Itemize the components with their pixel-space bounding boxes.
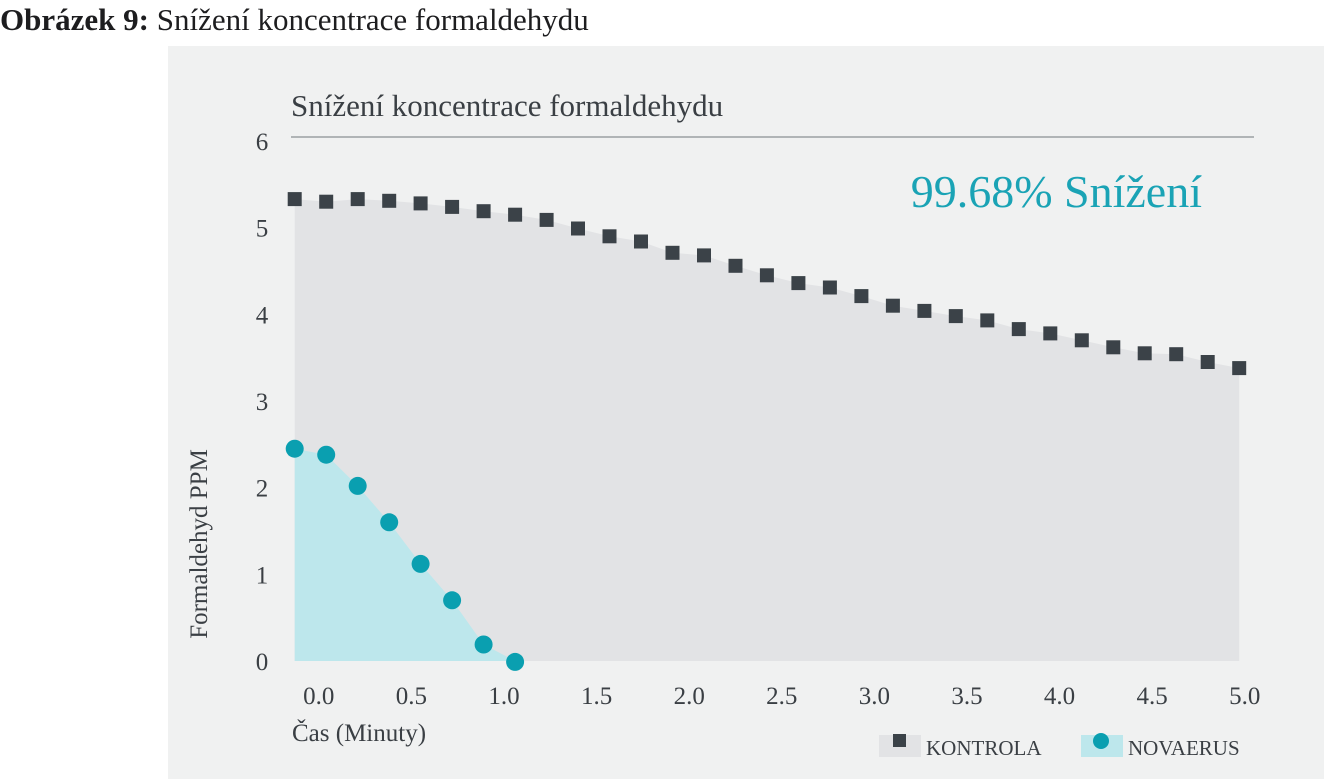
x-tick-label: 1.5 [581, 683, 612, 710]
y-tick-label: 6 [256, 129, 269, 156]
novaerus-point [474, 635, 493, 654]
kontrola-point [634, 234, 648, 249]
figure-caption-number: Obrázek 9: [0, 2, 149, 37]
kontrola-point [508, 207, 523, 222]
novaerus-points [285, 439, 525, 671]
novaerus-point [443, 591, 462, 610]
x-tick-label: 3.5 [951, 683, 982, 710]
kontrola-point [1011, 322, 1026, 337]
kontrola-point [319, 194, 334, 209]
kontrola-point [917, 303, 932, 318]
kontrola-points [287, 192, 1247, 376]
kontrola-point [697, 248, 711, 263]
x-tick-label: 0.5 [396, 683, 427, 710]
y-tick-label: 5 [256, 216, 269, 243]
x-tick-label: 2.0 [674, 683, 705, 710]
y-tick-label: 2 [256, 476, 269, 503]
kontrola-point [476, 204, 491, 219]
kontrola-point [602, 229, 617, 244]
kontrola-point [1232, 361, 1247, 376]
x-axis-label: Čas (Minuty) [292, 719, 426, 747]
kontrola-point [445, 199, 460, 214]
legend-kontrola-label: KONTROLA [926, 736, 1042, 760]
x-tick-label: 1.0 [488, 683, 519, 710]
novaerus-point [506, 652, 525, 671]
kontrola-point [885, 298, 900, 313]
x-axis-ticks: 0.0 0.5 1.0 1.5 2.0 2.5 3.0 3.5 4.0 4.5 5.0 [303, 683, 1260, 710]
novaerus-point [285, 439, 304, 458]
legend: KONTROLA NOVAERUS [879, 733, 1240, 760]
x-tick-label: 3.0 [859, 683, 890, 710]
y-tick-label: 4 [256, 302, 269, 329]
kontrola-point [1043, 326, 1058, 341]
y-tick-label: 3 [256, 389, 269, 416]
kontrola-point [791, 276, 806, 291]
novaerus-point [317, 445, 336, 464]
novaerus-point [411, 554, 430, 573]
kontrola-point [413, 196, 428, 211]
kontrola-point [980, 313, 995, 328]
x-tick-label: 0.0 [303, 683, 334, 710]
kontrola-point [539, 212, 554, 227]
kontrola-point [571, 221, 585, 236]
y-axis-ticks: 0 1 2 3 4 5 6 [256, 129, 269, 676]
kontrola-point [1200, 355, 1215, 369]
x-tick-label: 4.5 [1136, 683, 1167, 710]
kontrola-point [1137, 346, 1152, 361]
kontrola-point [1106, 340, 1121, 355]
figure-caption-title: Snížení koncentrace formaldehydu [156, 2, 589, 37]
x-tick-label: 2.5 [766, 683, 797, 710]
kontrola-area [294, 199, 1240, 661]
figure-caption: Obrázek 9: Snížení koncentrace formaldeh… [0, 2, 589, 38]
kontrola-point [1169, 347, 1184, 362]
legend-novaerus-marker [1093, 733, 1109, 749]
y-axis-label: Formaldehyd PPM [186, 449, 213, 639]
reduction-annotation: 99.68% Snížení [911, 166, 1203, 217]
kontrola-point [854, 289, 869, 304]
legend-kontrola-marker [893, 734, 906, 747]
x-tick-label: 5.0 [1229, 683, 1260, 710]
y-tick-label: 1 [256, 562, 269, 589]
novaerus-point [380, 513, 399, 532]
kontrola-point [1074, 333, 1089, 348]
legend-novaerus-label: NOVAERUS [1128, 736, 1240, 760]
kontrola-point [382, 193, 397, 208]
novaerus-area [294, 448, 516, 661]
kontrola-point [350, 192, 365, 207]
kontrola-point [759, 268, 774, 283]
kontrola-point [287, 192, 302, 207]
y-tick-label: 0 [256, 649, 269, 676]
kontrola-point [822, 280, 837, 295]
kontrola-point [948, 309, 963, 324]
kontrola-point [728, 258, 743, 273]
chart-title: Snížení koncentrace formaldehydu [291, 88, 723, 123]
kontrola-point [665, 245, 680, 260]
novaerus-point [348, 476, 367, 495]
x-tick-label: 4.0 [1044, 683, 1075, 710]
